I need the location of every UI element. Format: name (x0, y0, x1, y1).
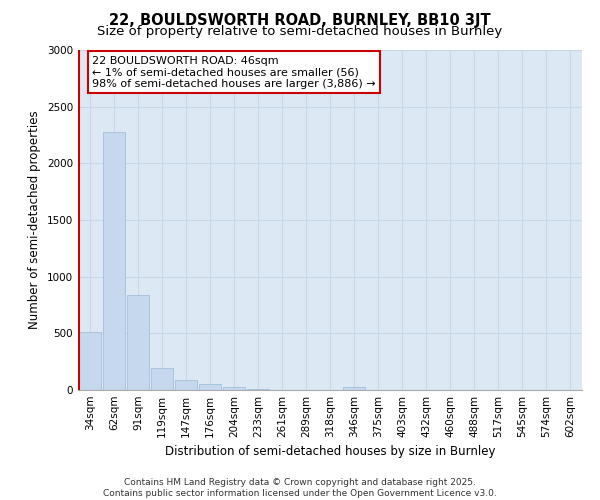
Text: 22 BOULDSWORTH ROAD: 46sqm
← 1% of semi-detached houses are smaller (56)
98% of : 22 BOULDSWORTH ROAD: 46sqm ← 1% of semi-… (92, 56, 376, 89)
Text: 22, BOULDSWORTH ROAD, BURNLEY, BB10 3JT: 22, BOULDSWORTH ROAD, BURNLEY, BB10 3JT (109, 12, 491, 28)
Y-axis label: Number of semi-detached properties: Number of semi-detached properties (28, 110, 41, 330)
Bar (127, 295, 149, 390)
Bar (343, 386, 365, 390)
Bar (175, 380, 197, 390)
Bar (199, 384, 221, 390)
Text: Size of property relative to semi-detached houses in Burnley: Size of property relative to semi-detach… (97, 25, 503, 38)
Bar (151, 368, 173, 390)
X-axis label: Distribution of semi-detached houses by size in Burnley: Distribution of semi-detached houses by … (165, 446, 495, 458)
Bar (103, 132, 125, 390)
Text: Contains HM Land Registry data © Crown copyright and database right 2025.
Contai: Contains HM Land Registry data © Crown c… (103, 478, 497, 498)
Bar (223, 387, 245, 390)
Bar (79, 332, 101, 390)
Bar (247, 389, 269, 390)
